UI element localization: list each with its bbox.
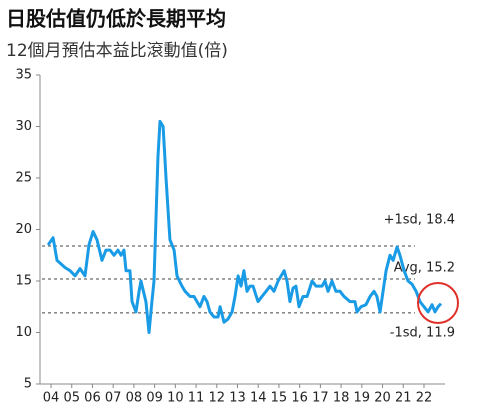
y-tick-label: 5 <box>24 377 32 392</box>
x-tick-label: 17 <box>312 391 329 406</box>
x-tick-label: 21 <box>395 391 412 406</box>
reference-label: +1sd, 18.4 <box>384 212 455 227</box>
y-tick-label: 10 <box>15 325 32 340</box>
highlight-circle <box>417 282 459 324</box>
x-tick-label: 16 <box>291 391 308 406</box>
y-tick-label: 25 <box>15 171 32 186</box>
x-tick-label: 05 <box>63 391 80 406</box>
x-tick-label: 06 <box>84 391 101 406</box>
chart-subtitle: 12個月預估本益比滾動值(倍) <box>6 41 228 61</box>
reference-label: Avg, 15.2 <box>394 260 455 275</box>
chart-title: 日股估值仍低於長期平均 <box>6 7 226 31</box>
x-tick-label: 10 <box>167 391 184 406</box>
x-tick-label: 08 <box>126 391 143 406</box>
x-tick-label: 22 <box>416 391 433 406</box>
x-tick-label: 15 <box>271 391 288 406</box>
x-tick-label: 20 <box>374 391 391 406</box>
x-tick-label: 07 <box>105 391 122 406</box>
y-tick-label: 35 <box>15 68 32 83</box>
x-tick-label: 19 <box>354 391 371 406</box>
x-tick-label: 11 <box>188 391 205 406</box>
x-tick-label: 13 <box>229 391 246 406</box>
y-tick-label: 20 <box>15 222 32 237</box>
x-tick-label: 14 <box>250 391 267 406</box>
y-tick-label: 30 <box>15 119 32 134</box>
x-tick-label: 04 <box>43 391 60 406</box>
reference-label: -1sd, 11.9 <box>390 325 455 340</box>
x-tick-label: 18 <box>333 391 350 406</box>
data-line <box>46 119 443 334</box>
x-tick-label: 09 <box>146 391 163 406</box>
x-tick-label: 12 <box>209 391 226 406</box>
y-tick-label: 15 <box>15 274 32 289</box>
